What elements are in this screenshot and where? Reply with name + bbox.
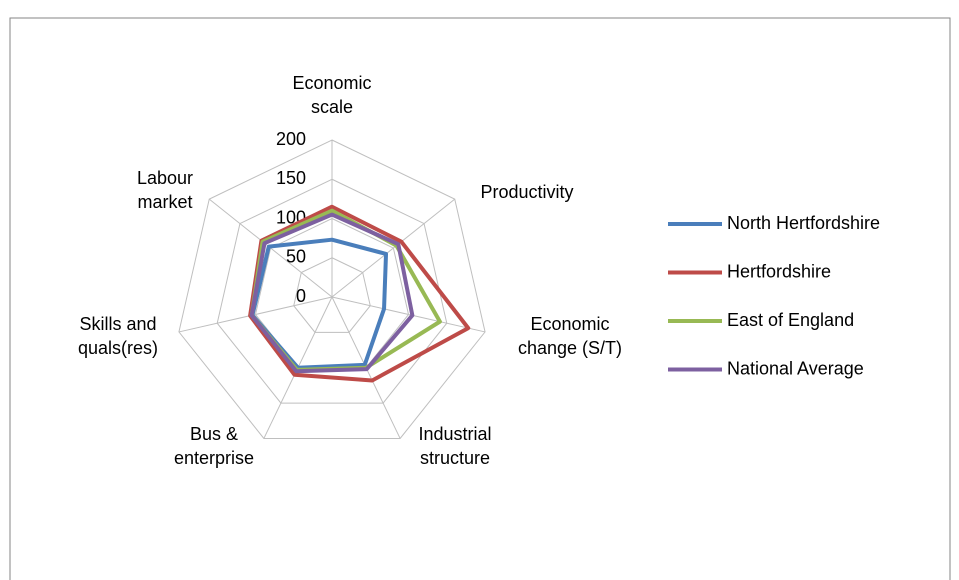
tick-label: 0 [296, 286, 306, 306]
grid-ring [216, 178, 448, 404]
chart-border [9, 17, 951, 580]
series-line [249, 212, 415, 374]
legend-label: Hertfordshire [727, 261, 831, 281]
series-line [250, 237, 389, 370]
legend-label: East of England [727, 310, 854, 330]
tick-label: 200 [276, 129, 306, 149]
spoke [331, 198, 456, 298]
spoke [178, 296, 333, 333]
tick-label: 50 [286, 247, 306, 267]
grid-ring [293, 257, 371, 333]
category-label: Economic change (S/T) [517, 314, 623, 358]
category-label: Skills and quals(res) [77, 314, 159, 358]
category-label: Economic scale [292, 73, 372, 117]
tick-label: 150 [276, 168, 306, 188]
category-label: Productivity [480, 182, 574, 202]
spoke [331, 296, 486, 333]
category-label: Industrial structure [418, 424, 492, 468]
legend-label: National Average [727, 358, 864, 378]
category-label: Labour market [136, 168, 194, 212]
legend-label: North Hertfordshire [727, 213, 880, 233]
category-label: Bus & enterprise [173, 424, 255, 468]
grid-ring [178, 139, 486, 439]
